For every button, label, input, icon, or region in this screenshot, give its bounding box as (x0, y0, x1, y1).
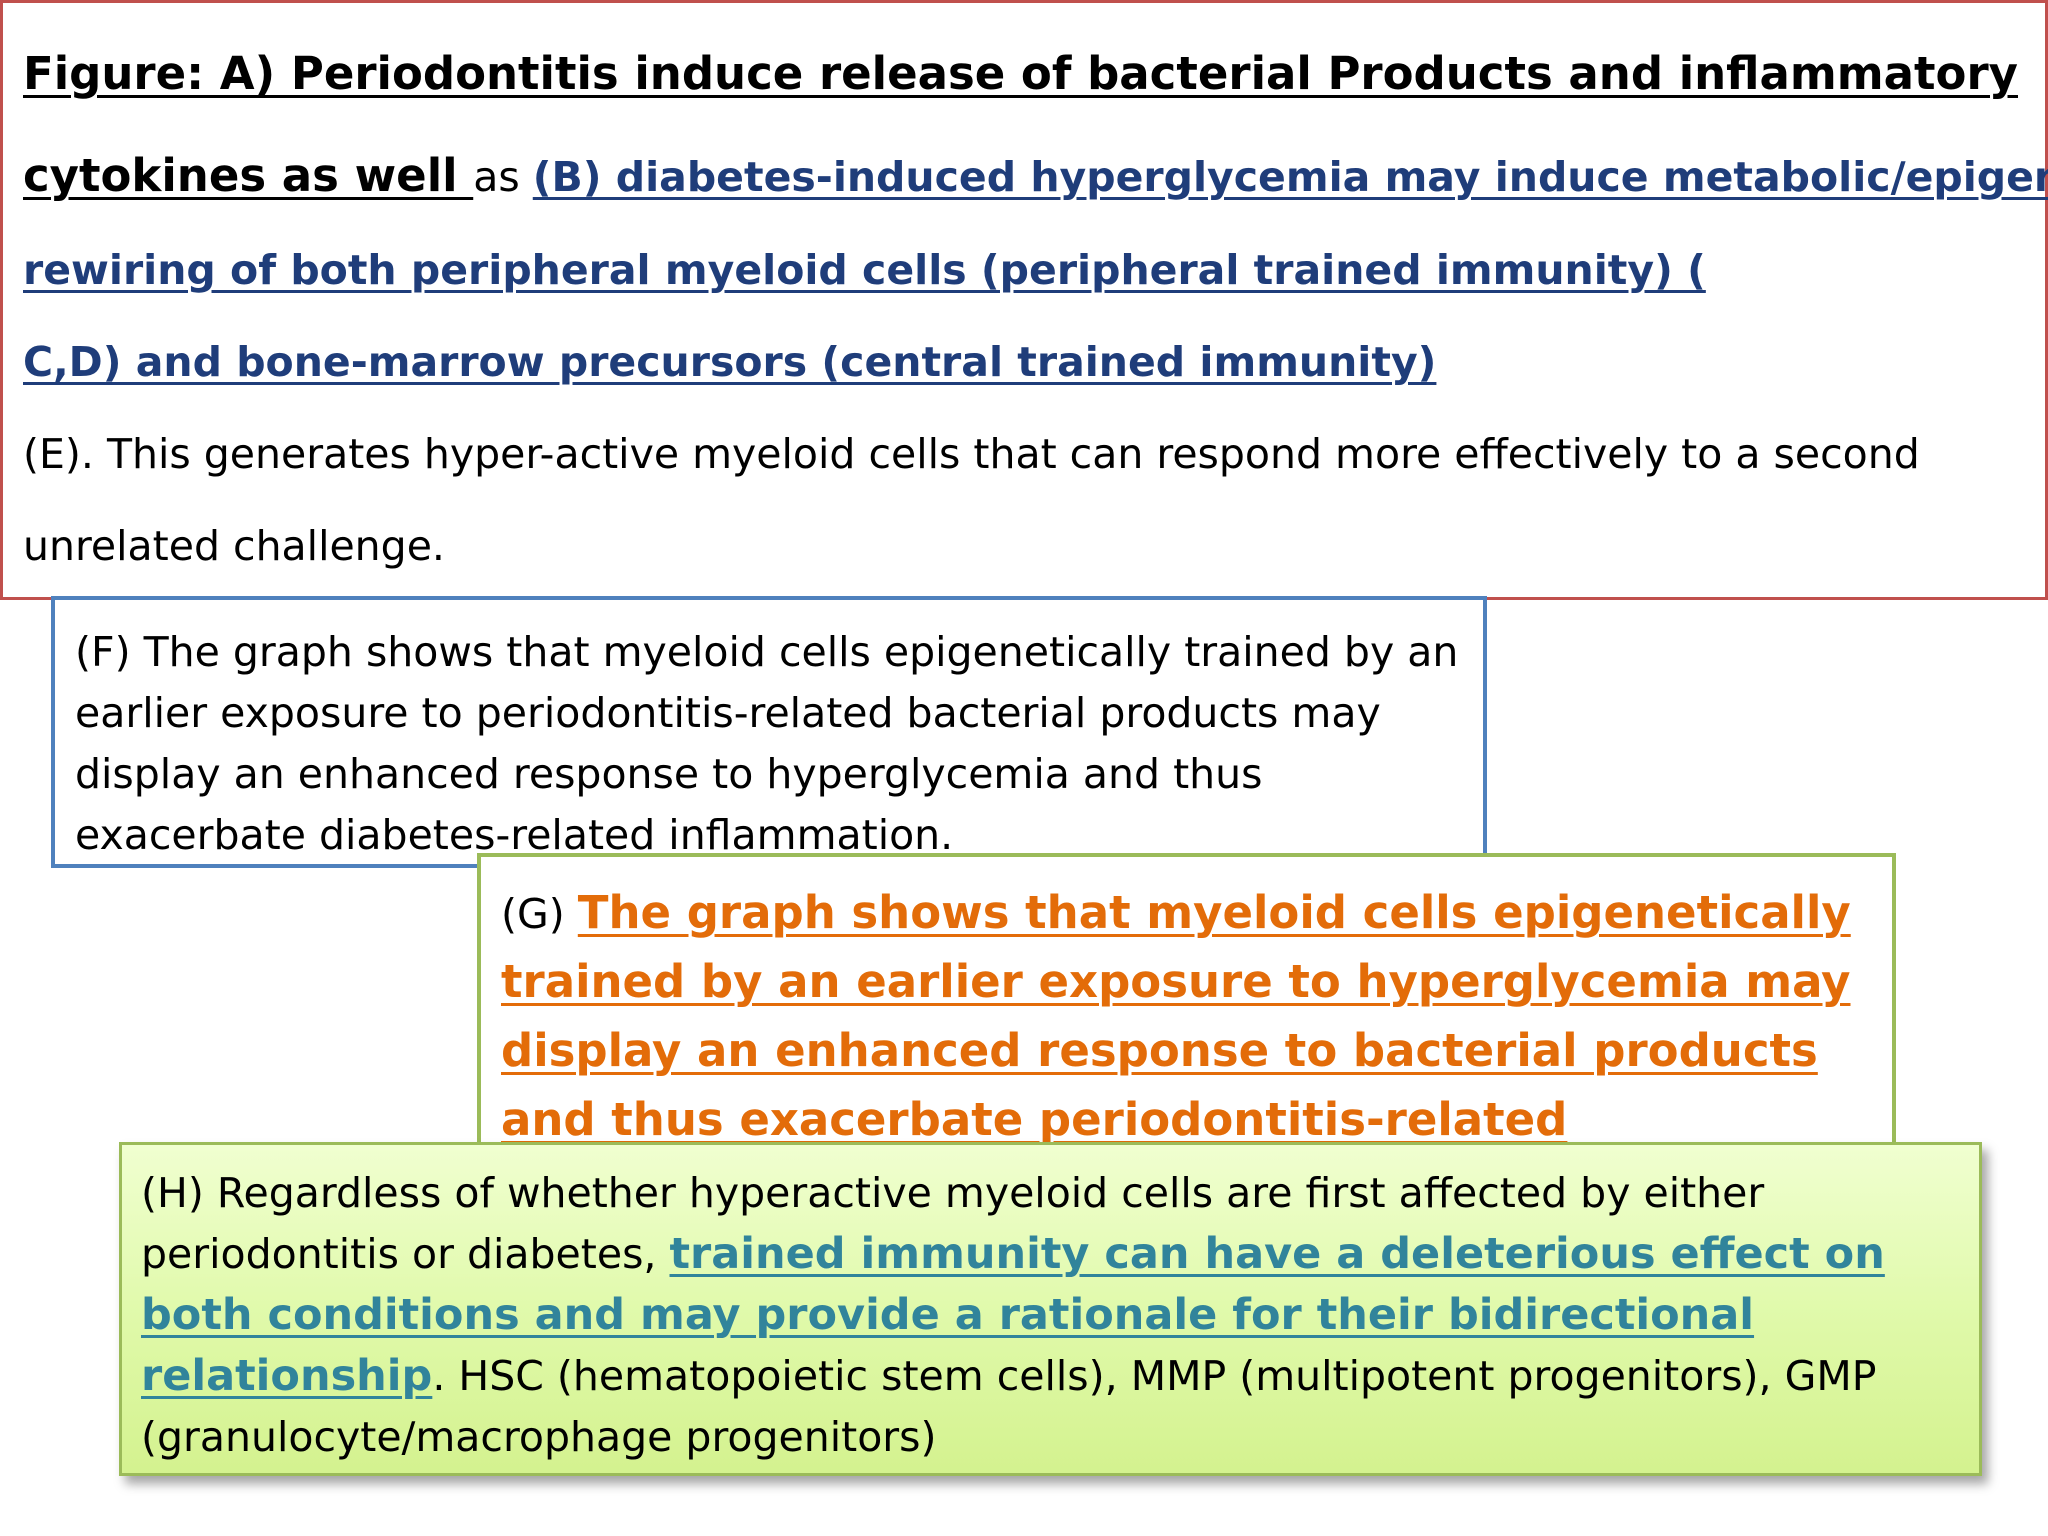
box-g-prefix: (G) (501, 890, 578, 938)
box-h-suffix: . HSC (hematopoietic stem cells), MMP (m… (141, 1352, 1877, 1461)
box-f-text: (F) The graph shows that myeloid cells e… (75, 628, 1459, 859)
caption-box-g: (G) The graph shows that myeloid cells e… (477, 853, 1896, 1215)
caption-challenge-text: unrelated challenge. (23, 522, 445, 570)
caption-hyperactive-text: (E). This generates hyper-active myeloid… (23, 430, 1920, 478)
caption-peripheral-text: rewiring of both peripheral myeloid cell… (23, 246, 1706, 294)
caption-diabetes-text: (B) diabetes-induced hyperglycemia may i… (532, 153, 2048, 201)
box-h-prefix: (H) Regardless of whether hyperactive my… (141, 1169, 1765, 1278)
caption-connector-text: as (473, 153, 533, 201)
box-h-emphasis: trained immunity can have a deleterious … (141, 1229, 1885, 1401)
caption-line-2: cytokines as well as (B) diabetes-induce… (23, 153, 2048, 198)
caption-title-line-1: Figure: A) Periodontitis induce release … (23, 47, 2018, 100)
caption-title-line-2: cytokines as well (23, 149, 474, 202)
caption-central-text: C,D) and bone-marrow precursors (central… (23, 338, 1437, 386)
caption-box-h: (H) Regardless of whether hyperactive my… (119, 1142, 1982, 1476)
caption-box-f: (F) The graph shows that myeloid cells e… (51, 596, 1487, 868)
figure-caption-box-a: Figure: A) Periodontitis induce release … (0, 0, 2048, 600)
